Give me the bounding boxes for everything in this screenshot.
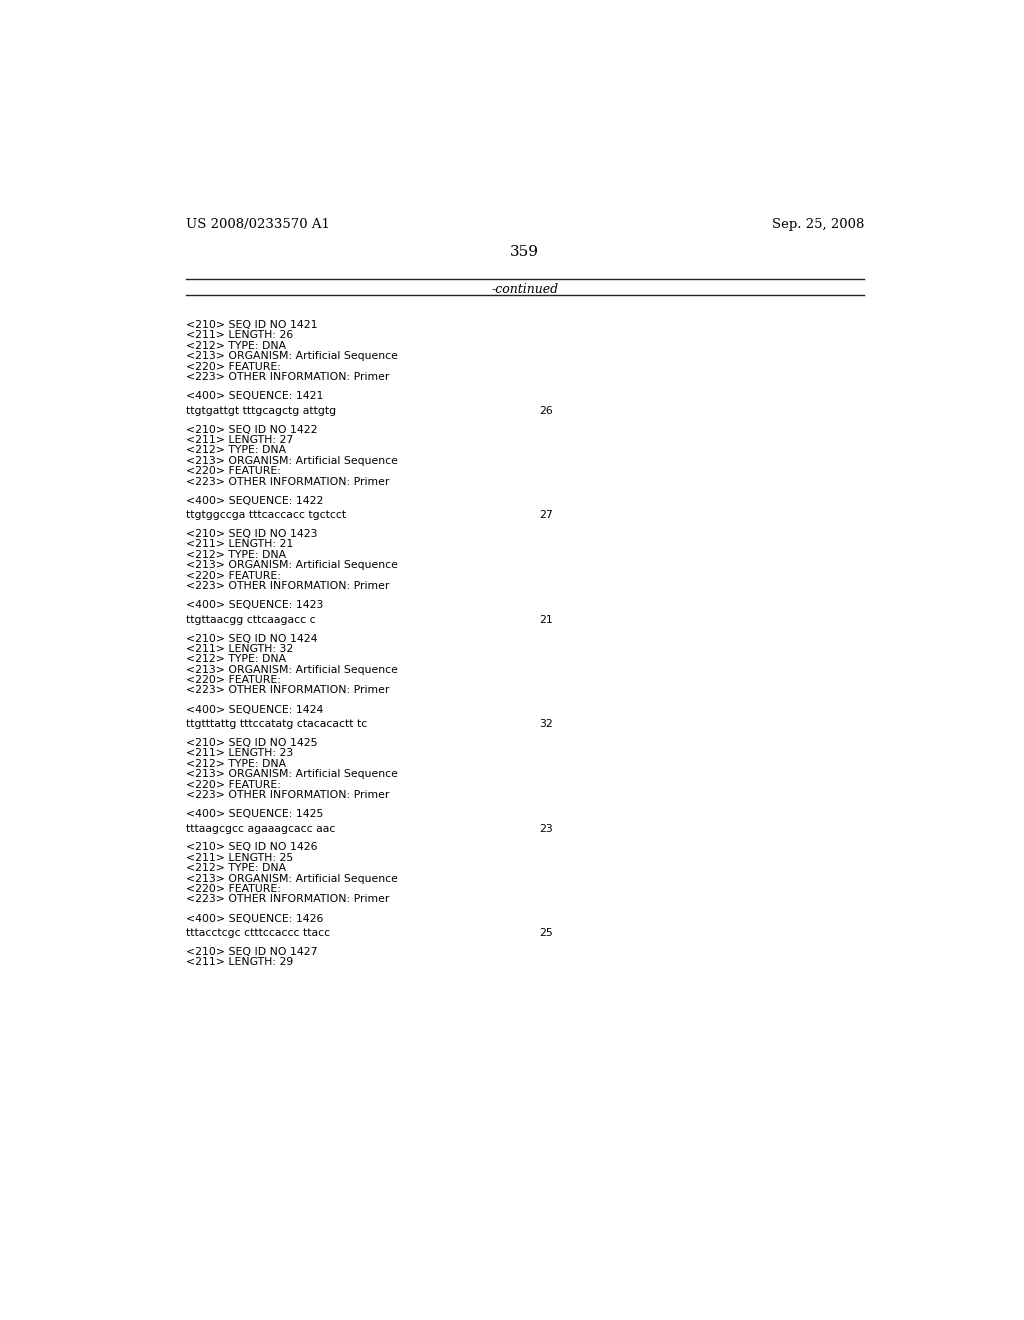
Text: <210> SEQ ID NO 1426: <210> SEQ ID NO 1426 [186, 842, 317, 853]
Text: <220> FEATURE:: <220> FEATURE: [186, 466, 281, 477]
Text: <211> LENGTH: 25: <211> LENGTH: 25 [186, 853, 293, 863]
Text: <212> TYPE: DNA: <212> TYPE: DNA [186, 341, 287, 351]
Text: <400> SEQUENCE: 1423: <400> SEQUENCE: 1423 [186, 601, 324, 610]
Text: <210> SEQ ID NO 1421: <210> SEQ ID NO 1421 [186, 321, 317, 330]
Text: ttgttaacgg cttcaagacc c: ttgttaacgg cttcaagacc c [186, 615, 315, 624]
Text: 26: 26 [539, 405, 553, 416]
Text: <211> LENGTH: 23: <211> LENGTH: 23 [186, 748, 293, 759]
Text: <212> TYPE: DNA: <212> TYPE: DNA [186, 863, 287, 874]
Text: <211> LENGTH: 27: <211> LENGTH: 27 [186, 436, 293, 445]
Text: <400> SEQUENCE: 1425: <400> SEQUENCE: 1425 [186, 809, 324, 820]
Text: 23: 23 [539, 824, 553, 834]
Text: tttaagcgcc agaaagcacc aac: tttaagcgcc agaaagcacc aac [186, 824, 336, 834]
Text: <213> ORGANISM: Artificial Sequence: <213> ORGANISM: Artificial Sequence [186, 874, 398, 883]
Text: <220> FEATURE:: <220> FEATURE: [186, 780, 281, 789]
Text: <210> SEQ ID NO 1427: <210> SEQ ID NO 1427 [186, 946, 317, 957]
Text: <211> LENGTH: 21: <211> LENGTH: 21 [186, 540, 293, 549]
Text: <223> OTHER INFORMATION: Primer: <223> OTHER INFORMATION: Primer [186, 477, 389, 487]
Text: <223> OTHER INFORMATION: Primer: <223> OTHER INFORMATION: Primer [186, 895, 389, 904]
Text: <211> LENGTH: 26: <211> LENGTH: 26 [186, 330, 293, 341]
Text: <223> OTHER INFORMATION: Primer: <223> OTHER INFORMATION: Primer [186, 789, 389, 800]
Text: <211> LENGTH: 32: <211> LENGTH: 32 [186, 644, 293, 653]
Text: <212> TYPE: DNA: <212> TYPE: DNA [186, 550, 287, 560]
Text: 32: 32 [539, 719, 553, 729]
Text: <213> ORGANISM: Artificial Sequence: <213> ORGANISM: Artificial Sequence [186, 351, 398, 362]
Text: 27: 27 [539, 511, 553, 520]
Text: ttgtgattgt tttgcagctg attgtg: ttgtgattgt tttgcagctg attgtg [186, 405, 336, 416]
Text: <220> FEATURE:: <220> FEATURE: [186, 362, 281, 372]
Text: <213> ORGANISM: Artificial Sequence: <213> ORGANISM: Artificial Sequence [186, 770, 398, 779]
Text: 21: 21 [539, 615, 553, 624]
Text: tttacctcgc ctttccaccc ttacc: tttacctcgc ctttccaccc ttacc [186, 928, 331, 939]
Text: 359: 359 [510, 244, 540, 259]
Text: <223> OTHER INFORMATION: Primer: <223> OTHER INFORMATION: Primer [186, 685, 389, 696]
Text: <210> SEQ ID NO 1422: <210> SEQ ID NO 1422 [186, 425, 317, 434]
Text: <400> SEQUENCE: 1422: <400> SEQUENCE: 1422 [186, 496, 324, 506]
Text: <220> FEATURE:: <220> FEATURE: [186, 675, 281, 685]
Text: <211> LENGTH: 29: <211> LENGTH: 29 [186, 957, 293, 968]
Text: Sep. 25, 2008: Sep. 25, 2008 [772, 218, 864, 231]
Text: <212> TYPE: DNA: <212> TYPE: DNA [186, 445, 287, 455]
Text: <210> SEQ ID NO 1424: <210> SEQ ID NO 1424 [186, 634, 317, 644]
Text: <223> OTHER INFORMATION: Primer: <223> OTHER INFORMATION: Primer [186, 581, 389, 591]
Text: <400> SEQUENCE: 1421: <400> SEQUENCE: 1421 [186, 391, 324, 401]
Text: <210> SEQ ID NO 1425: <210> SEQ ID NO 1425 [186, 738, 317, 748]
Text: <212> TYPE: DNA: <212> TYPE: DNA [186, 655, 287, 664]
Text: <212> TYPE: DNA: <212> TYPE: DNA [186, 759, 287, 768]
Text: <220> FEATURE:: <220> FEATURE: [186, 884, 281, 894]
Text: <213> ORGANISM: Artificial Sequence: <213> ORGANISM: Artificial Sequence [186, 455, 398, 466]
Text: ttgtggccga tttcaccacc tgctcct: ttgtggccga tttcaccacc tgctcct [186, 511, 346, 520]
Text: <220> FEATURE:: <220> FEATURE: [186, 570, 281, 581]
Text: <210> SEQ ID NO 1423: <210> SEQ ID NO 1423 [186, 529, 317, 539]
Text: 25: 25 [539, 928, 553, 939]
Text: <223> OTHER INFORMATION: Primer: <223> OTHER INFORMATION: Primer [186, 372, 389, 381]
Text: US 2008/0233570 A1: US 2008/0233570 A1 [186, 218, 330, 231]
Text: ttgtttattg tttccatatg ctacacactt tc: ttgtttattg tttccatatg ctacacactt tc [186, 719, 368, 729]
Text: <400> SEQUENCE: 1426: <400> SEQUENCE: 1426 [186, 913, 324, 924]
Text: <213> ORGANISM: Artificial Sequence: <213> ORGANISM: Artificial Sequence [186, 560, 398, 570]
Text: -continued: -continued [492, 284, 558, 296]
Text: <400> SEQUENCE: 1424: <400> SEQUENCE: 1424 [186, 705, 324, 714]
Text: <213> ORGANISM: Artificial Sequence: <213> ORGANISM: Artificial Sequence [186, 665, 398, 675]
